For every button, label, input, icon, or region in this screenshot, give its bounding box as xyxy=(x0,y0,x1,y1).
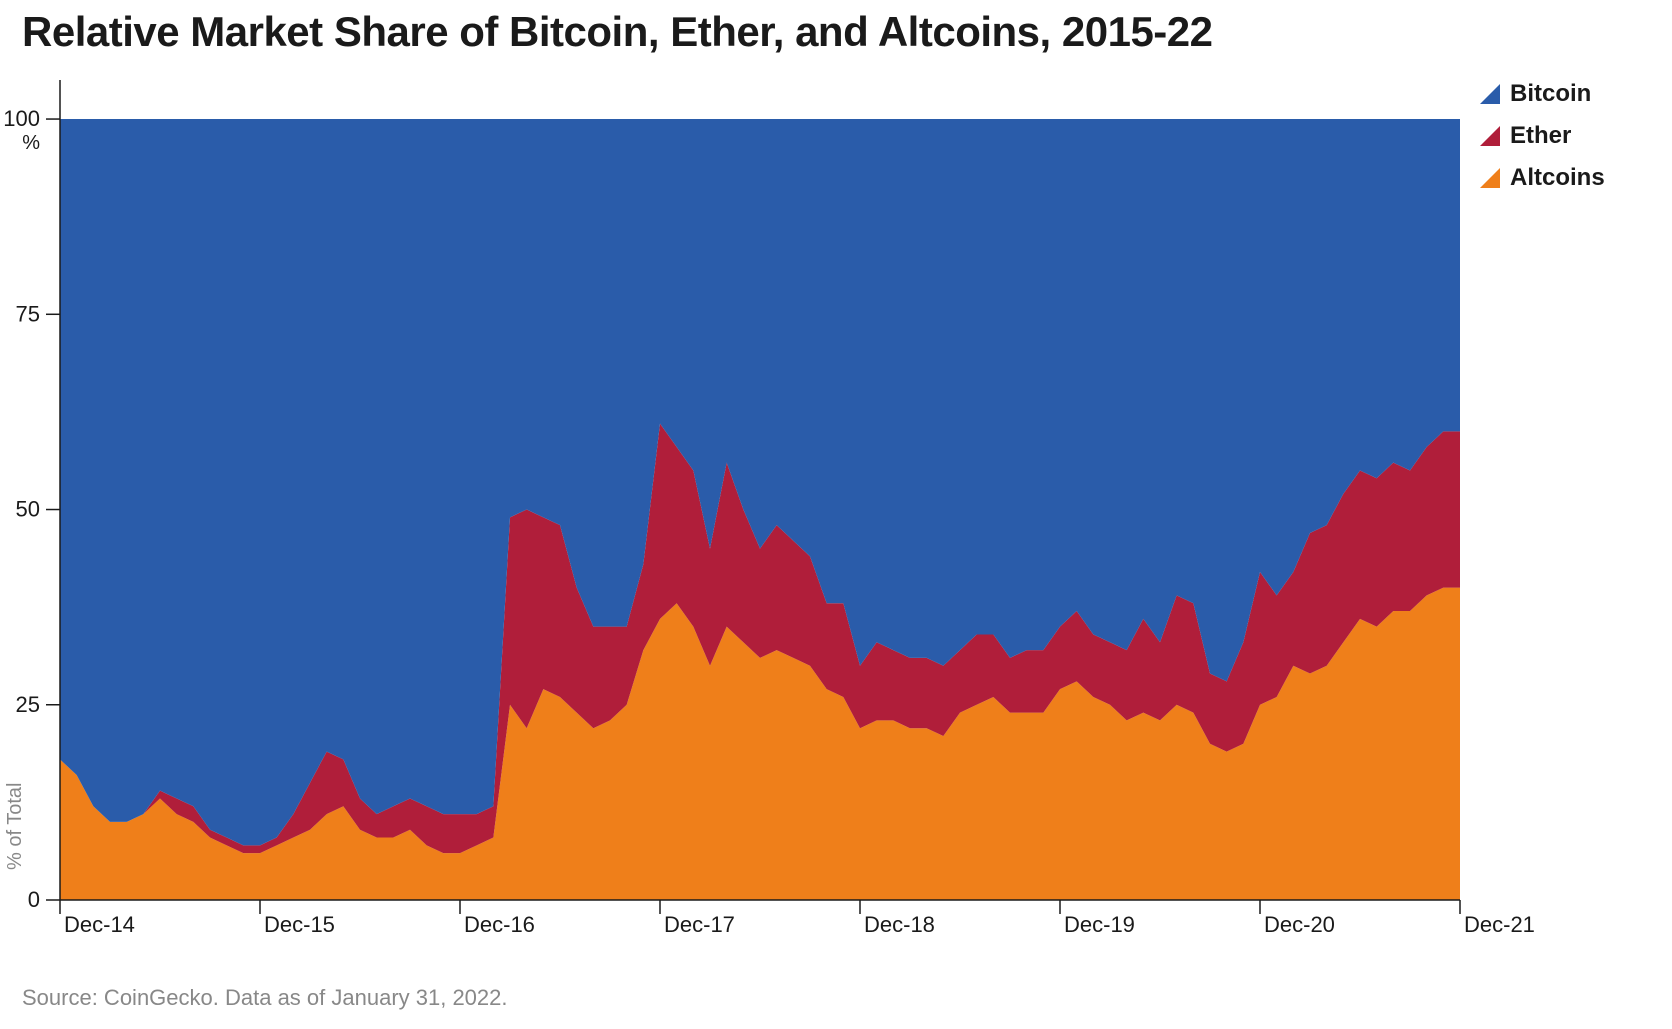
xtick-label: Dec-21 xyxy=(1464,912,1535,937)
chart-title: Relative Market Share of Bitcoin, Ether,… xyxy=(22,8,1213,56)
bitcoin-swatch-icon xyxy=(1480,84,1500,104)
legend-label: Altcoins xyxy=(1510,164,1605,192)
xtick-label: Dec-20 xyxy=(1264,912,1335,937)
ytick-label: 25 xyxy=(16,692,40,717)
xtick-label: Dec-16 xyxy=(464,912,535,937)
xtick-label: Dec-15 xyxy=(264,912,335,937)
legend-item-bitcoin: Bitcoin xyxy=(1480,80,1605,108)
source-note: Source: CoinGecko. Data as of January 31… xyxy=(22,985,508,1011)
legend-label: Ether xyxy=(1510,122,1571,150)
xtick-label: Dec-18 xyxy=(864,912,935,937)
ytick-label: 50 xyxy=(16,497,40,522)
xtick-label: Dec-14 xyxy=(64,912,135,937)
altcoins-swatch-icon xyxy=(1480,168,1500,188)
ytick-label: 75 xyxy=(16,301,40,326)
ytick-unit: % xyxy=(22,132,40,154)
xtick-label: Dec-17 xyxy=(664,912,735,937)
xtick-label: Dec-19 xyxy=(1064,912,1135,937)
ytick-label: 0 xyxy=(28,887,40,912)
ether-swatch-icon xyxy=(1480,126,1500,146)
legend: Bitcoin Ether Altcoins xyxy=(1480,80,1605,206)
ytick-label: 100 xyxy=(3,106,40,131)
legend-item-altcoins: Altcoins xyxy=(1480,164,1605,192)
area-chart: 0255075100%Dec-14Dec-15Dec-16Dec-17Dec-1… xyxy=(60,80,1460,940)
y-axis-title: % of Total xyxy=(4,783,27,870)
legend-item-ether: Ether xyxy=(1480,122,1605,150)
legend-label: Bitcoin xyxy=(1510,80,1591,108)
